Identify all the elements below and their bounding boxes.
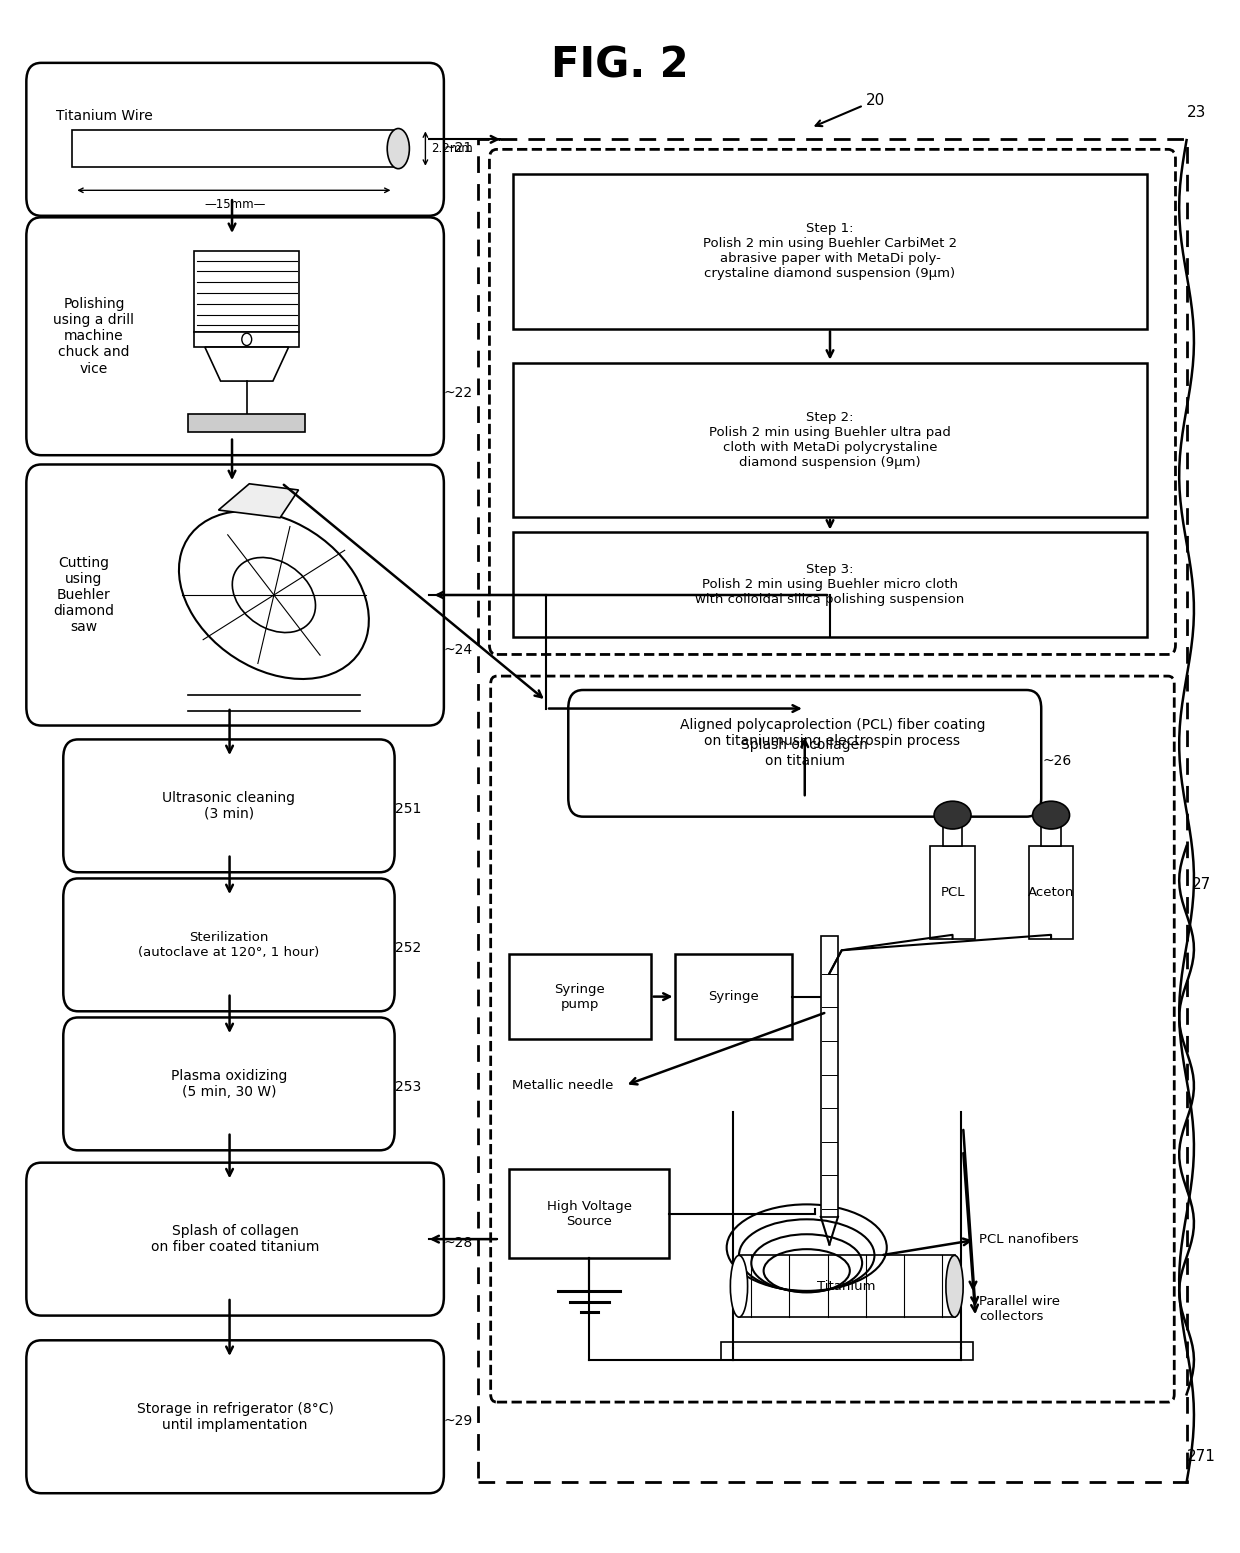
Ellipse shape [1033, 801, 1070, 829]
Bar [739, 1255, 955, 1317]
Polygon shape [205, 346, 289, 380]
FancyBboxPatch shape [63, 739, 394, 873]
FancyBboxPatch shape [26, 62, 444, 216]
Text: Splash of collagen
on fiber coated titanium: Splash of collagen on fiber coated titan… [151, 1224, 319, 1255]
FancyBboxPatch shape [63, 1017, 394, 1151]
Ellipse shape [387, 129, 409, 169]
Bar [1029, 846, 1074, 938]
Text: 271: 271 [1187, 1449, 1215, 1463]
Bar [513, 174, 1147, 329]
Text: —15mm—: —15mm— [205, 199, 265, 211]
Text: 252: 252 [394, 941, 420, 955]
Bar [195, 332, 299, 346]
Text: Sterilization
(autoclave at 120°, 1 hour): Sterilization (autoclave at 120°, 1 hour… [139, 930, 320, 958]
FancyBboxPatch shape [63, 879, 394, 1011]
Text: Titanium: Titanium [817, 1280, 875, 1292]
FancyBboxPatch shape [26, 1163, 444, 1315]
Text: Storage in refrigerator (8°C)
until implamentation: Storage in refrigerator (8°C) until impl… [136, 1402, 334, 1432]
Bar [513, 362, 1147, 517]
Bar [930, 846, 975, 938]
Bar [821, 935, 838, 1216]
Text: ~28: ~28 [444, 1236, 474, 1250]
Text: 20: 20 [816, 93, 885, 126]
Circle shape [242, 334, 252, 345]
FancyBboxPatch shape [26, 217, 444, 455]
Text: Plasma oxidizing
(5 min, 30 W): Plasma oxidizing (5 min, 30 W) [171, 1068, 288, 1100]
Text: Polishing
using a drill
machine
chuck and
vice: Polishing using a drill machine chuck an… [53, 297, 134, 376]
Text: 23: 23 [1187, 104, 1207, 120]
Text: Parallel wire
collectors: Parallel wire collectors [980, 1295, 1060, 1323]
FancyBboxPatch shape [568, 690, 1042, 817]
Text: Step 2:
Polish 2 min using Buehler ultra pad
cloth with MetaDi polycrystaline
di: Step 2: Polish 2 min using Buehler ultra… [709, 410, 951, 469]
Bar [676, 954, 792, 1039]
Polygon shape [218, 485, 299, 517]
Text: ~21: ~21 [444, 141, 474, 155]
Text: Step 3:
Polish 2 min using Buehler micro cloth
with colloidal silica polishing s: Step 3: Polish 2 min using Buehler micro… [696, 564, 965, 607]
Bar [720, 1342, 973, 1360]
Text: ~24: ~24 [444, 643, 472, 657]
Text: High Voltage
Source: High Voltage Source [547, 1199, 631, 1227]
Text: Titanium Wire: Titanium Wire [56, 109, 153, 123]
FancyBboxPatch shape [26, 464, 444, 725]
Bar [510, 954, 651, 1039]
Text: Syringe: Syringe [708, 991, 759, 1003]
Text: ~26: ~26 [1043, 755, 1071, 769]
Bar [188, 413, 305, 432]
Text: Metallic needle: Metallic needle [512, 1079, 613, 1092]
Bar [72, 130, 398, 168]
Text: 27: 27 [1192, 877, 1211, 891]
Text: PCL: PCL [940, 885, 965, 899]
Text: 2.2mm: 2.2mm [432, 141, 474, 155]
Bar [942, 818, 962, 846]
Text: ~22: ~22 [444, 387, 472, 401]
Bar [513, 533, 1147, 637]
Ellipse shape [946, 1255, 963, 1317]
Bar [195, 252, 299, 332]
Text: Syringe
pump: Syringe pump [554, 983, 605, 1011]
Bar [510, 1169, 670, 1258]
FancyBboxPatch shape [26, 1340, 444, 1494]
Text: Splash of collagen
on titanium: Splash of collagen on titanium [742, 738, 868, 769]
Text: Step 1:
Polish 2 min using Buehler CarbiMet 2
abrasive paper with MetaDi poly-
c: Step 1: Polish 2 min using Buehler Carbi… [703, 222, 957, 280]
Text: Cutting
using
Buehler
diamond
saw: Cutting using Buehler diamond saw [53, 556, 114, 635]
Text: 251: 251 [394, 801, 420, 815]
Text: Aligned polycaprolection (PCL) fiber coating
on titaniumusing electrospin proces: Aligned polycaprolection (PCL) fiber coa… [680, 717, 986, 749]
Ellipse shape [730, 1255, 748, 1317]
Text: Aceton: Aceton [1028, 885, 1074, 899]
Bar [1042, 818, 1061, 846]
Text: ~29: ~29 [444, 1413, 474, 1427]
Ellipse shape [934, 801, 971, 829]
Text: 253: 253 [394, 1079, 420, 1093]
Bar [479, 138, 1187, 1483]
Text: FIG. 2: FIG. 2 [552, 45, 688, 87]
Text: PCL nanofibers: PCL nanofibers [980, 1233, 1079, 1247]
Text: Ultrasonic cleaning
(3 min): Ultrasonic cleaning (3 min) [162, 790, 295, 822]
